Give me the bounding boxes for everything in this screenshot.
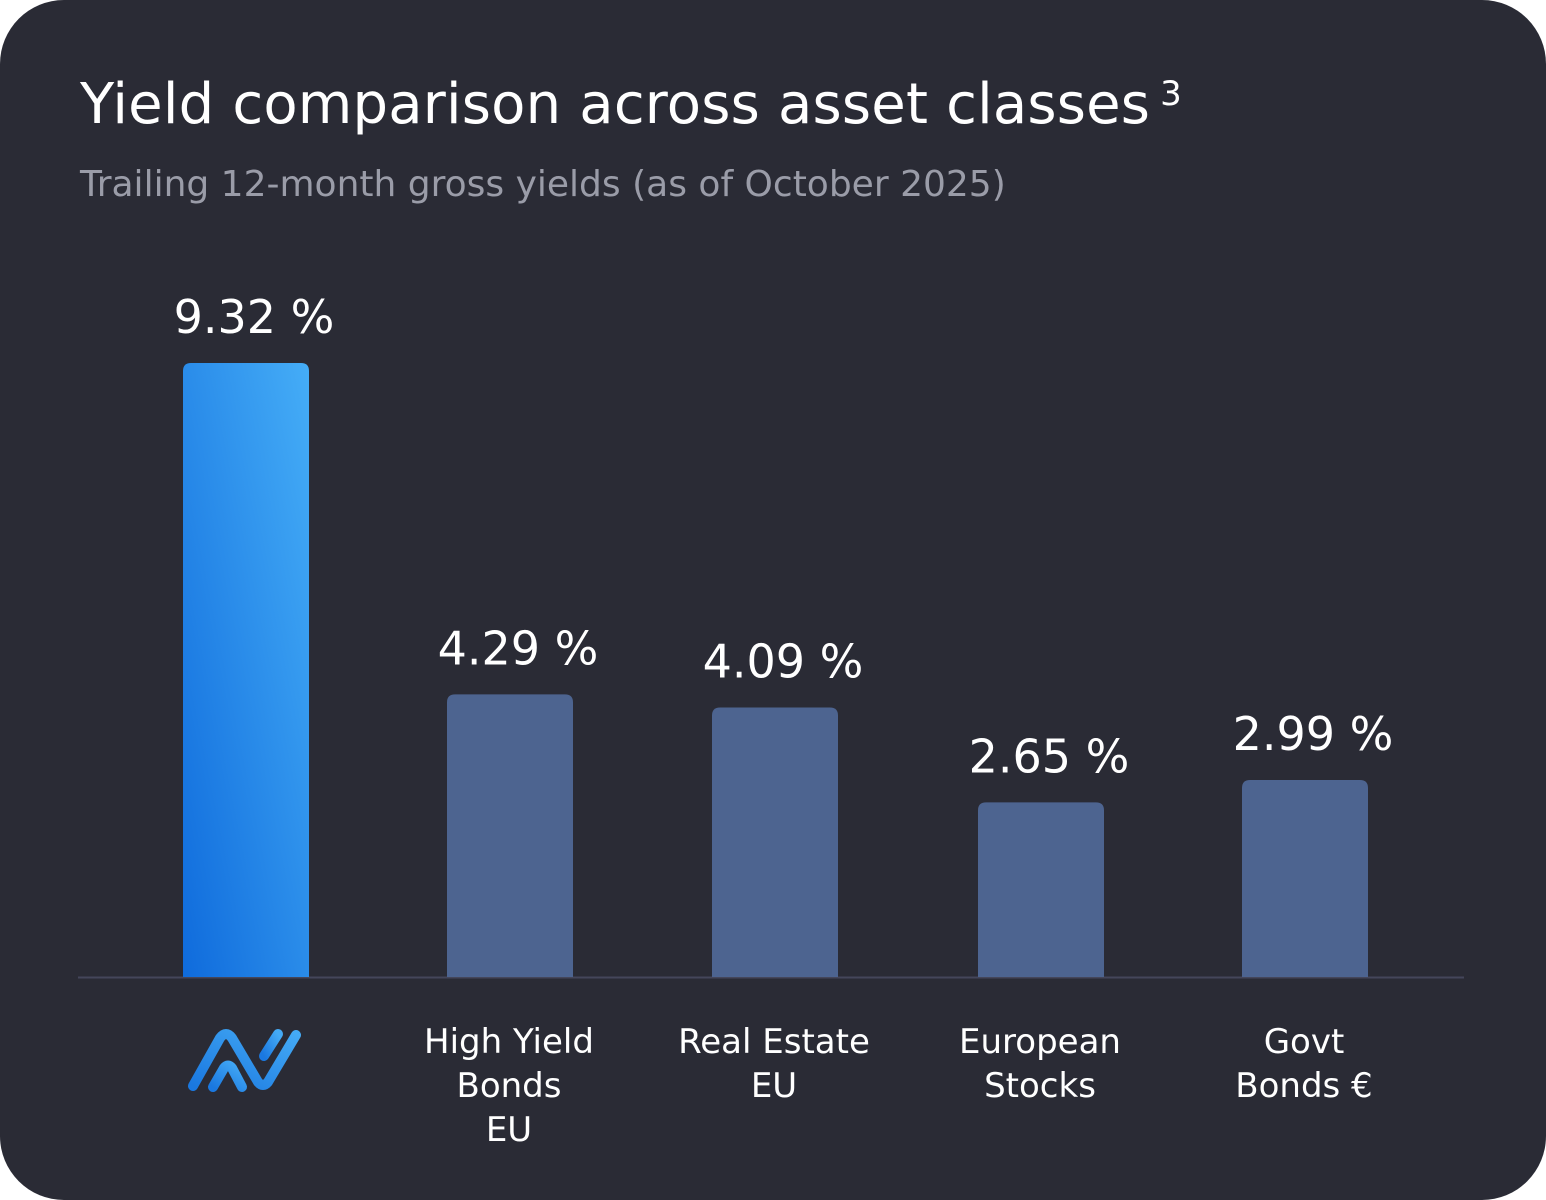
footnote-marker: 3 [1160, 74, 1182, 114]
bar [447, 694, 573, 977]
chart-subtitle: Trailing 12-month gross yields (as of Oc… [80, 164, 1006, 205]
chart-title-text: Yield comparison across asset classes [80, 72, 1151, 137]
value-label: 9.32 % [174, 290, 335, 344]
category-label: EU [751, 1066, 797, 1106]
value-label: 4.09 % [703, 635, 864, 689]
value-label: 4.29 % [438, 621, 599, 675]
category-label: High Yield [424, 1022, 594, 1062]
brand-logo-icon [188, 1029, 301, 1092]
category-label: Real Estate [678, 1022, 870, 1062]
category-label: Govt [1264, 1022, 1345, 1062]
bar [1242, 780, 1368, 977]
category-label: EU [486, 1110, 532, 1150]
bar [183, 363, 309, 977]
bar [712, 707, 838, 977]
category-label: Bonds € [1235, 1066, 1372, 1106]
category-label: European [959, 1022, 1121, 1062]
value-label: 2.65 % [969, 729, 1130, 783]
category-label: Stocks [984, 1066, 1096, 1106]
chart-title: Yield comparison across asset classes 3 [80, 72, 1182, 137]
value-label: 2.99 % [1233, 707, 1394, 761]
category-label: Bonds [457, 1066, 562, 1106]
bar [978, 802, 1104, 977]
